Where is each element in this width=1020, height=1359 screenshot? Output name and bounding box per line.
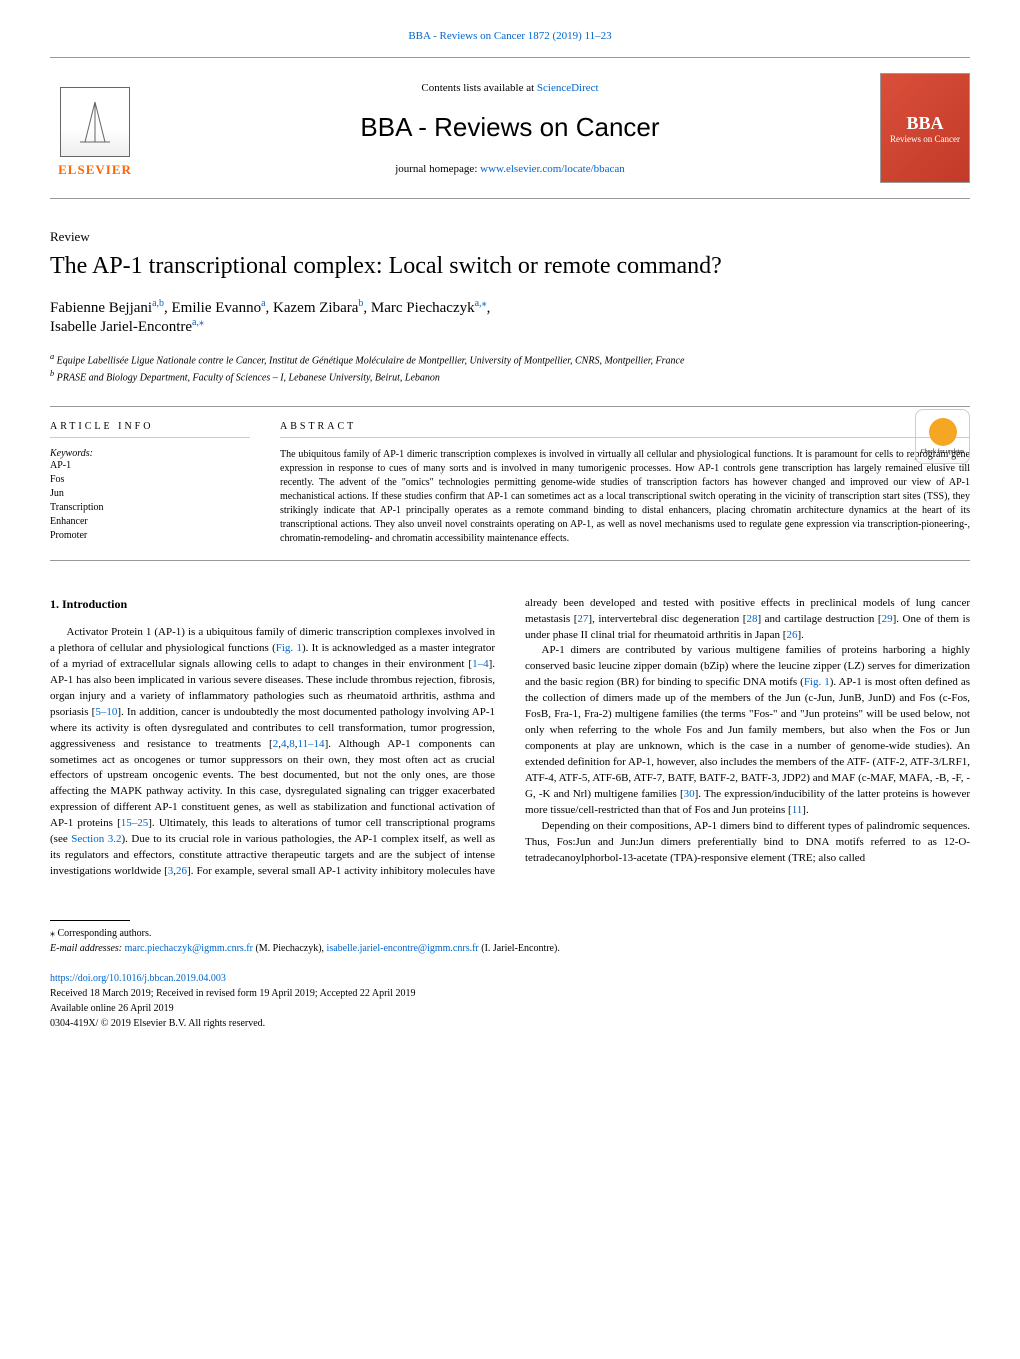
abstract-text: The ubiquitous family of AP-1 dimeric tr… — [280, 448, 970, 546]
cover-bba: BBA — [906, 113, 943, 134]
check-updates-badge[interactable]: Check for updates — [915, 409, 970, 464]
ref-link[interactable]: 2 — [273, 738, 279, 750]
ref-link[interactable]: 30 — [684, 788, 695, 800]
ref-link[interactable]: 27 — [577, 613, 588, 625]
email-link[interactable]: marc.piechaczyk@igmm.cnrs.fr — [125, 943, 253, 954]
keyword: Transcription — [50, 501, 250, 515]
ref-link[interactable]: 8 — [289, 738, 295, 750]
contents-prefix: Contents lists available at — [421, 82, 536, 94]
elsevier-tree-icon — [60, 87, 130, 157]
email-addresses: E-mail addresses: marc.piechaczyk@igmm.c… — [50, 941, 970, 956]
aff-link[interactable]: a,b — [152, 298, 164, 309]
author-2: , Emilie Evanno — [164, 300, 261, 316]
ref-link[interactable]: 26 — [786, 629, 797, 641]
section-link[interactable]: Section 3.2 — [71, 833, 121, 845]
ref-link[interactable]: 11 — [792, 804, 803, 816]
received-dates: Received 18 March 2019; Received in revi… — [50, 986, 970, 1001]
keyword: Enhancer — [50, 515, 250, 529]
homepage-line: journal homepage: www.elsevier.com/locat… — [140, 163, 880, 175]
paragraph: AP-1 dimers are contributed by various m… — [525, 643, 970, 818]
affiliations: a Equipe Labellisée Ligue Nationale cont… — [50, 351, 970, 386]
info-abstract-block: ARTICLE INFO Keywords: AP-1 Fos Jun Tran… — [50, 406, 970, 561]
article-title: The AP-1 transcriptional complex: Local … — [50, 253, 970, 280]
affiliation-b: b PRASE and Biology Department, Faculty … — [50, 368, 970, 385]
contents-line: Contents lists available at ScienceDirec… — [140, 82, 880, 94]
ref-link[interactable]: 4 — [281, 738, 287, 750]
article-info: ARTICLE INFO Keywords: AP-1 Fos Jun Tran… — [50, 421, 250, 546]
journal-header: ELSEVIER Contents lists available at Sci… — [50, 57, 970, 199]
fig-link[interactable]: Fig. 1 — [276, 642, 302, 654]
ref-link[interactable]: 11–14 — [297, 738, 324, 750]
aff-link[interactable]: a, — [475, 298, 482, 309]
corresponding-authors: ⁎ Corresponding authors. — [50, 926, 970, 941]
sciencedirect-link[interactable]: ScienceDirect — [537, 82, 599, 94]
ref-link[interactable]: 28 — [746, 613, 757, 625]
ref-link[interactable]: 26 — [176, 865, 187, 877]
header-center: Contents lists available at ScienceDirec… — [140, 82, 880, 175]
author-3: , Kazem Zibara — [266, 300, 359, 316]
fig-link[interactable]: Fig. 1 — [804, 676, 830, 688]
ref-link[interactable]: 15–25 — [121, 817, 149, 829]
author-4: , Marc Piechaczyk — [363, 300, 474, 316]
keywords-label: Keywords: — [50, 448, 250, 459]
abstract-heading: ABSTRACT — [280, 421, 970, 438]
article-wrapper: Check for updates Review The AP-1 transc… — [50, 229, 970, 386]
top-citation: BBA - Reviews on Cancer 1872 (2019) 11–2… — [50, 30, 970, 42]
footer: ⁎ Corresponding authors. E-mail addresse… — [50, 910, 970, 1031]
affiliation-a: a Equipe Labellisée Ligue Nationale cont… — [50, 351, 970, 368]
check-updates-text: Check for updates — [921, 449, 965, 455]
citation-link[interactable]: BBA - Reviews on Cancer 1872 (2019) 11–2… — [408, 30, 611, 42]
abstract: ABSTRACT The ubiquitous family of AP-1 d… — [280, 421, 970, 546]
homepage-prefix: journal homepage: — [395, 163, 480, 175]
authors: Fabienne Bejjania,b, Emilie Evannoa, Kaz… — [50, 298, 970, 336]
author-5: Isabelle Jariel-Encontre — [50, 319, 192, 335]
keyword: Fos — [50, 473, 250, 487]
article-info-heading: ARTICLE INFO — [50, 421, 250, 438]
elsevier-text: ELSEVIER — [58, 162, 132, 178]
ref-link[interactable]: 5–10 — [95, 706, 117, 718]
article-type: Review — [50, 229, 970, 245]
ref-link[interactable]: 3 — [168, 865, 174, 877]
copyright: 0304-419X/ © 2019 Elsevier B.V. All righ… — [50, 1016, 970, 1031]
aff-link[interactable]: a, — [192, 317, 199, 328]
author-sep: , — [487, 300, 491, 316]
corr-link[interactable]: ⁎ — [199, 317, 204, 328]
check-updates-icon — [929, 418, 957, 446]
keyword: Promoter — [50, 529, 250, 543]
keyword: Jun — [50, 487, 250, 501]
keyword: AP-1 — [50, 459, 250, 473]
ref-link[interactable]: 1–4 — [472, 658, 489, 670]
email-link[interactable]: isabelle.jariel-encontre@igmm.cnrs.fr — [327, 943, 479, 954]
paragraph: Depending on their compositions, AP-1 di… — [525, 819, 970, 867]
homepage-link[interactable]: www.elsevier.com/locate/bbacan — [480, 163, 625, 175]
ref-link[interactable]: 29 — [882, 613, 893, 625]
available-date: Available online 26 April 2019 — [50, 1001, 970, 1016]
section-heading: 1. Introduction — [50, 596, 495, 613]
journal-cover-icon: BBA Reviews on Cancer — [880, 73, 970, 183]
doi-link[interactable]: https://doi.org/10.1016/j.bbcan.2019.04.… — [50, 973, 226, 984]
footer-divider — [50, 920, 130, 921]
keywords-list: AP-1 Fos Jun Transcription Enhancer Prom… — [50, 459, 250, 543]
body-content: 1. Introduction Activator Protein 1 (AP-… — [50, 596, 970, 880]
elsevier-logo: ELSEVIER — [50, 78, 140, 178]
cover-sub: Reviews on Cancer — [890, 134, 960, 144]
author-1: Fabienne Bejjani — [50, 300, 152, 316]
journal-name: BBA - Reviews on Cancer — [140, 112, 880, 143]
